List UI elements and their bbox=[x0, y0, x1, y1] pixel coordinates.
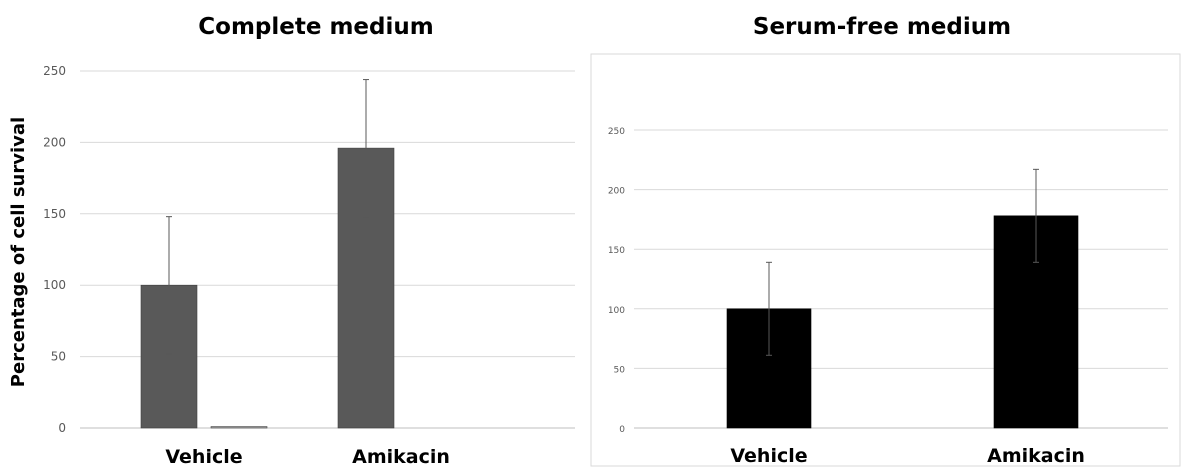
y-tick-label: 150 bbox=[608, 246, 625, 256]
category-labels: Vehicle Amikacin bbox=[165, 446, 450, 468]
y-tick-label: 150 bbox=[43, 207, 66, 221]
y-tick-labels: 0 50 100 150 200 250 bbox=[608, 127, 625, 435]
chart-title: Complete medium bbox=[198, 14, 433, 40]
y-tick-label: 250 bbox=[608, 127, 625, 137]
y-tick-label: 50 bbox=[51, 350, 66, 364]
category-label-amikacin: Amikacin bbox=[352, 446, 450, 468]
error-bars bbox=[166, 79, 369, 355]
y-tick-label: 250 bbox=[43, 64, 66, 78]
y-tick-label: 0 bbox=[58, 421, 66, 435]
chart-panel-serum-free-medium: Serum-free medium 0 50 100 150 200 250 Vehicl… bbox=[590, 14, 1181, 467]
category-label-amikacin: Amikacin bbox=[987, 445, 1085, 467]
y-tick-labels: 0 50 100 150 200 250 bbox=[43, 64, 66, 435]
bars bbox=[726, 215, 1079, 429]
chart-frame bbox=[590, 53, 1181, 467]
category-label-vehicle: Vehicle bbox=[730, 445, 807, 467]
y-tick-label: 100 bbox=[43, 278, 66, 292]
y-tick-label: 200 bbox=[608, 187, 625, 197]
y-tick-label: 50 bbox=[614, 365, 626, 375]
error-bars bbox=[766, 168, 1039, 356]
y-axis-label: Percentage of cell survival bbox=[8, 117, 29, 387]
chart-title: Serum-free medium bbox=[753, 14, 1011, 40]
chart-panel-complete-medium: Complete medium Percentage of cell survi… bbox=[8, 14, 575, 468]
y-tick-label: 0 bbox=[619, 425, 625, 435]
y-tick-label: 100 bbox=[608, 306, 625, 316]
y-tick-label: 200 bbox=[43, 135, 66, 149]
category-label-vehicle: Vehicle bbox=[165, 446, 242, 468]
category-labels: Vehicle Amikacin bbox=[730, 445, 1085, 467]
gridlines bbox=[634, 129, 1168, 429]
bar-vehicle-series-1 bbox=[210, 426, 268, 429]
bars bbox=[140, 147, 395, 429]
